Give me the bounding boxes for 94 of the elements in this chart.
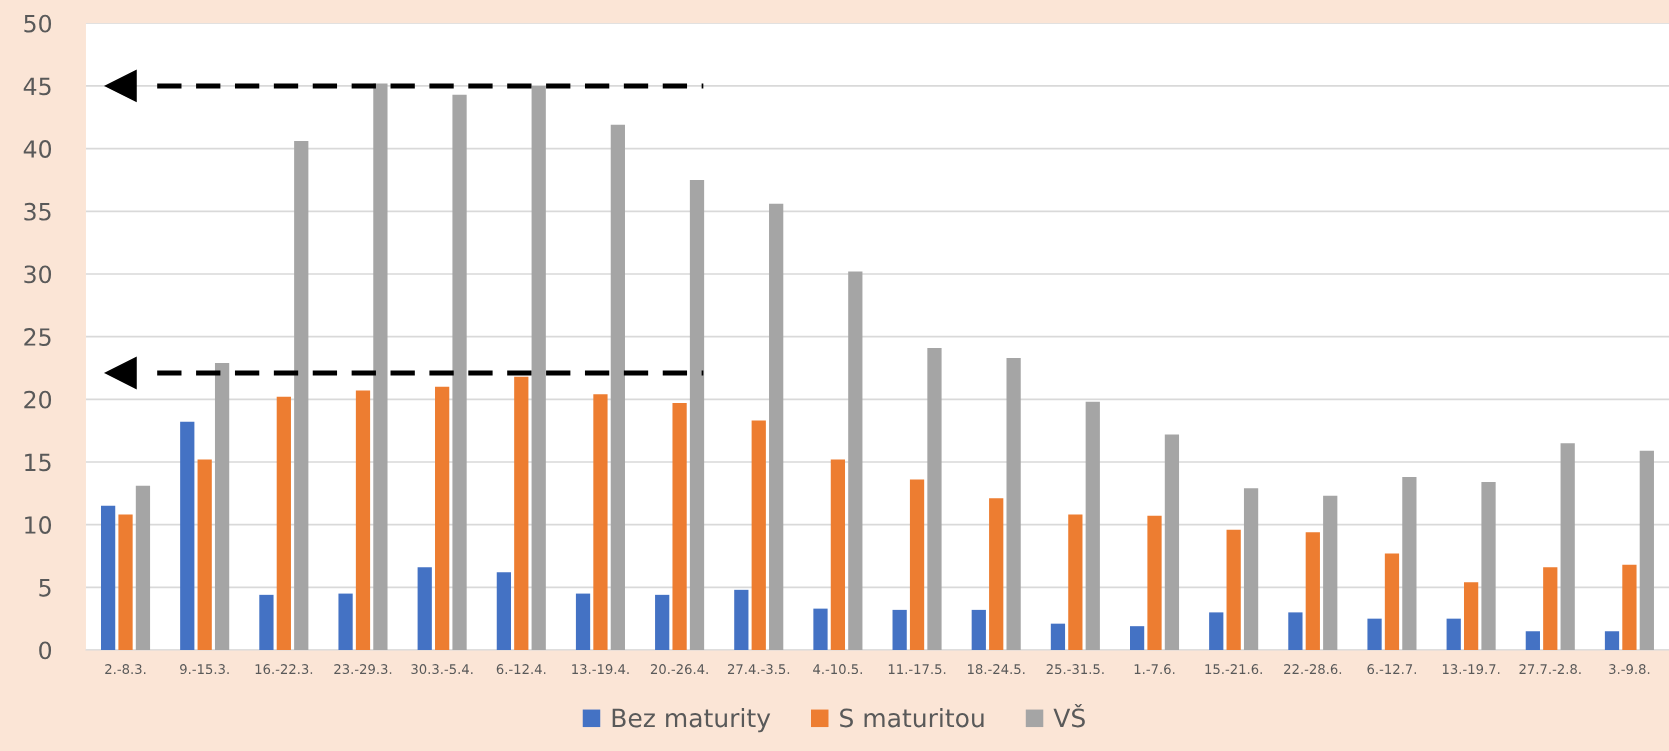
bar [1543, 567, 1558, 650]
x-tick-label: 13.-19.4. [572, 664, 629, 675]
x-tick-label: 27.4.-3.5. [727, 664, 790, 675]
bar [1604, 631, 1620, 650]
bar [417, 567, 432, 650]
bar [259, 594, 274, 650]
x-tick-label: 23.-29.3. [334, 664, 392, 675]
y-tick-label: 30 [24, 265, 52, 284]
bar [1209, 612, 1224, 650]
legend-label: Bez maturity [612, 708, 771, 733]
bar [1050, 623, 1066, 650]
bar [971, 609, 986, 650]
x-tick-label: 25.-31.5. [1046, 664, 1104, 675]
x-tick-label: 16.-22.3. [255, 664, 313, 675]
bar [1147, 515, 1162, 650]
bar [593, 394, 608, 650]
bar [909, 479, 925, 650]
bar [1323, 495, 1338, 650]
bar [751, 420, 766, 650]
bar [294, 141, 309, 650]
y-tick-label: 5 [39, 579, 51, 597]
bar [435, 386, 450, 650]
x-tick-label: 6.-12.7. [1367, 664, 1417, 675]
bar [813, 608, 828, 650]
x-tick-label: 6.-12.4. [496, 664, 546, 675]
x-tick-label: 13.-19.7. [1442, 664, 1500, 675]
y-tick-label: 45 [23, 77, 51, 96]
bar [1288, 612, 1303, 650]
y-tick-label: 25 [24, 328, 51, 346]
bar [338, 593, 353, 650]
y-tick-label: 50 [24, 14, 52, 33]
bar [1085, 401, 1100, 650]
bar [1129, 626, 1145, 650]
x-tick-label: 11.-17.5. [888, 664, 946, 675]
y-tick-label: 35 [24, 202, 51, 221]
x-tick-label: 15.-21.6. [1205, 664, 1262, 675]
x-tick-label: 22.-28.6. [1284, 664, 1342, 675]
bar [496, 572, 511, 650]
bar [1006, 357, 1021, 650]
x-tick-label: 20.-26.4. [650, 664, 708, 675]
bar [452, 94, 467, 650]
bar [892, 609, 907, 650]
bar [1525, 631, 1540, 650]
bar [514, 376, 529, 650]
bar [1367, 618, 1382, 650]
bar [1622, 564, 1637, 650]
legend-label: VŠ [1053, 703, 1085, 728]
x-tick-label: 9.-15.3. [180, 664, 229, 675]
x-tick-label: 27.7.-2.8. [1519, 664, 1581, 675]
x-tick-label: 2.-8.3. [105, 664, 146, 675]
bar [655, 594, 670, 650]
legend-label: S maturitou [840, 708, 984, 728]
y-tick-label: 40 [23, 140, 52, 158]
bar [373, 83, 388, 650]
bar [1164, 434, 1180, 650]
y-tick-label: 0 [39, 641, 52, 660]
bar [769, 203, 784, 650]
x-tick-label: 1.-7.6. [1134, 664, 1175, 675]
bar [610, 124, 625, 650]
bar [672, 403, 687, 650]
bar [355, 390, 371, 650]
y-tick-label: 10 [25, 516, 52, 534]
bar [1384, 553, 1400, 650]
bar [1402, 477, 1417, 650]
bar [100, 505, 116, 650]
x-tick-label: 4.-10.5. [813, 664, 862, 675]
bar [180, 421, 195, 650]
bar [1464, 582, 1479, 650]
y-tick-label: 20 [24, 390, 52, 409]
bar [197, 459, 212, 650]
bar [1068, 514, 1083, 650]
bar [276, 396, 291, 650]
bar [989, 498, 1004, 650]
bar [1305, 532, 1320, 650]
bar [214, 362, 230, 650]
bar [830, 459, 846, 650]
x-tick-label: 18.-24.5. [968, 664, 1025, 675]
bar [1639, 450, 1654, 650]
bar [734, 589, 749, 650]
bar [1560, 443, 1575, 650]
bar [1481, 482, 1496, 650]
bar [689, 179, 705, 650]
bar [848, 271, 863, 650]
bar [575, 593, 591, 650]
bar [1243, 488, 1259, 650]
y-tick-label: 15 [25, 453, 51, 472]
bar [927, 347, 942, 650]
bar [135, 485, 151, 650]
x-tick-label: 30.3.-5.4. [411, 664, 473, 675]
bar [1226, 529, 1241, 650]
bar [118, 514, 133, 650]
x-tick-label: 3.-9.8. [1609, 664, 1650, 675]
bar [1446, 618, 1461, 650]
bar [531, 85, 546, 650]
